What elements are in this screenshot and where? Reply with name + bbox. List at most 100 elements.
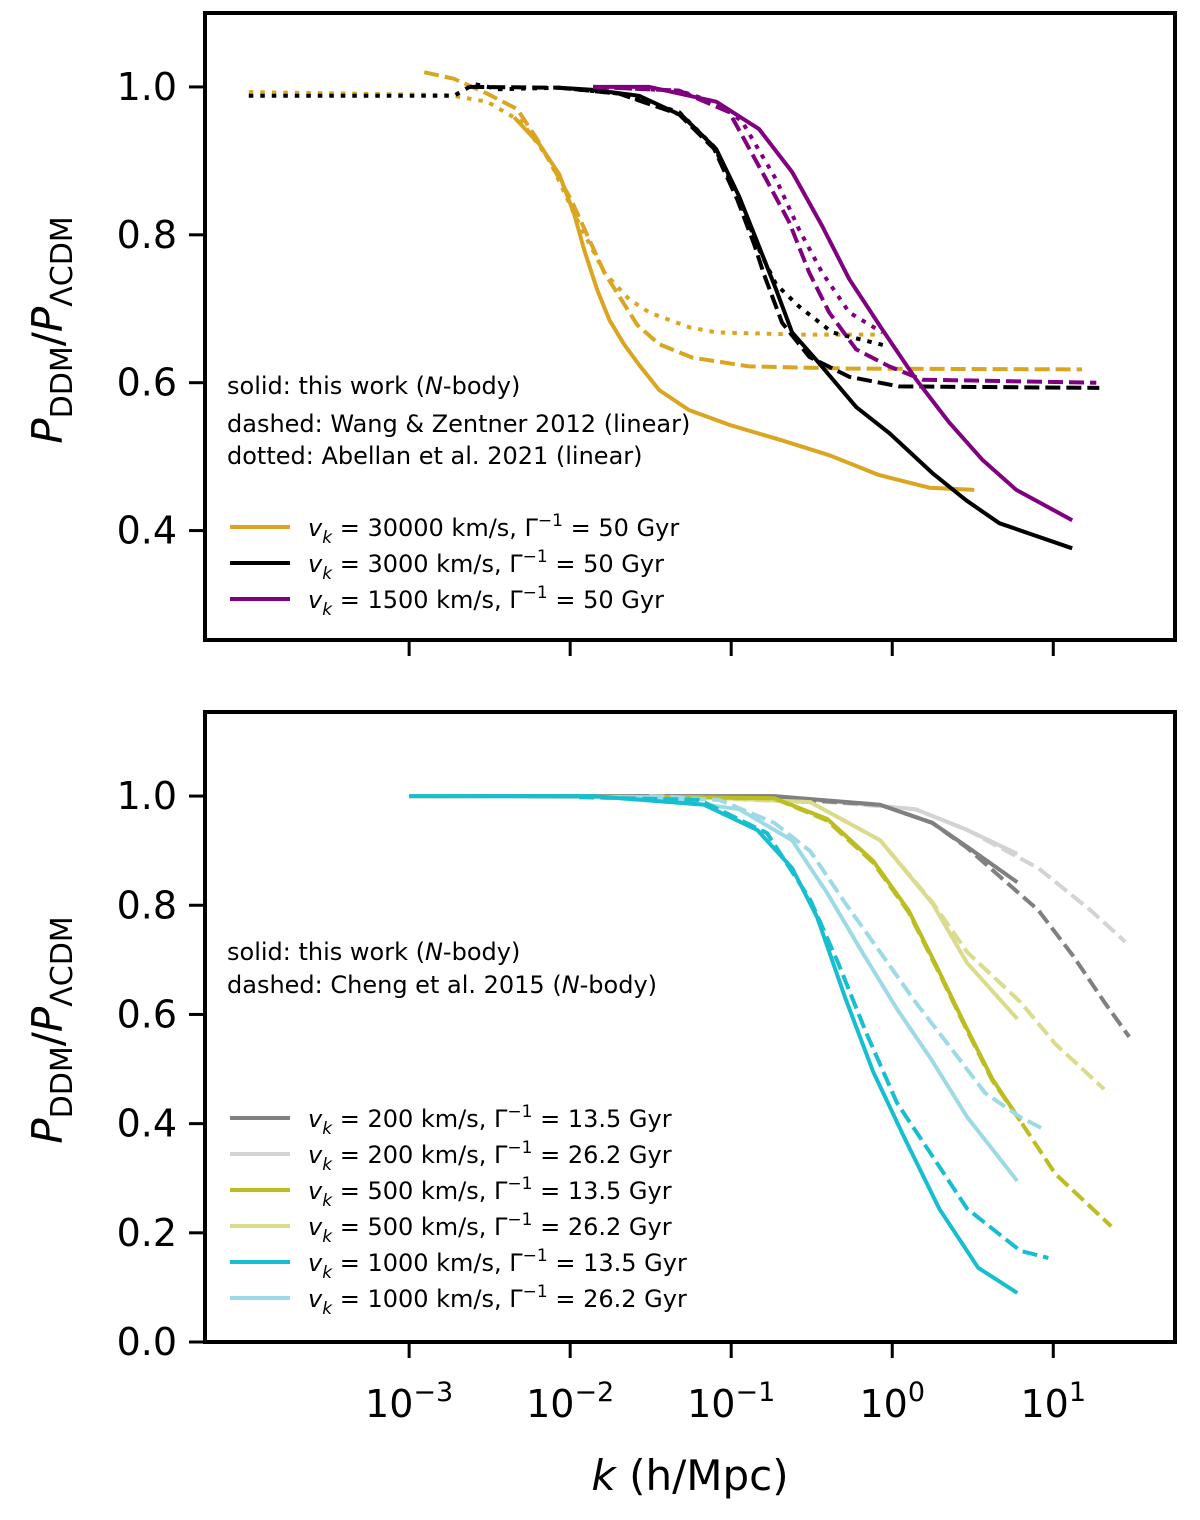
legend-gamma: , Γ <box>509 514 538 542</box>
legend-lifetime-value: 26.2 Gyr <box>583 1285 687 1313</box>
legend-vk-value: 200 km/s <box>367 1141 478 1169</box>
legend-gamma-sup: −1 <box>507 1102 532 1122</box>
legend-v: v <box>308 1105 323 1133</box>
annotation-part: dashed: Cheng et al. 2015 ( <box>227 971 562 999</box>
x-tick-exponent: 0 <box>908 1377 925 1408</box>
y-label-p: P <box>23 1006 72 1032</box>
legend-lifetime-value: 50 Gyr <box>583 586 664 614</box>
legend-v: v <box>308 550 323 578</box>
x-tick-base: 10 <box>687 1382 735 1426</box>
legend-eq: = <box>548 550 583 578</box>
legend-lifetime-value: 50 Gyr <box>583 550 664 578</box>
legend-lifetime-value: 26.2 Gyr <box>568 1213 672 1241</box>
legend-vk-value: 30000 km/s <box>367 514 509 542</box>
series-line-dashed-model-5 <box>649 794 1043 1130</box>
y-label-sub: ΛCDM <box>45 916 80 1006</box>
legend-eq: = <box>548 1285 583 1313</box>
series-line-dashed-model-4 <box>579 795 1049 1260</box>
x-axis-label: k (h/Mpc) <box>591 1451 788 1500</box>
annotation-italic: N <box>425 938 443 966</box>
legend-vk-value: 3000 km/s <box>367 550 494 578</box>
legend-v-sub: k <box>322 1299 333 1319</box>
y-tick-label: 1.0 <box>117 65 177 109</box>
annotation-part: dashed: Wang & Zentner 2012 (linear) <box>227 410 690 438</box>
y-label-p: P <box>23 418 72 444</box>
legend-eq: = <box>563 514 598 542</box>
legend-vk-value: 500 km/s <box>367 1213 478 1241</box>
bottom-panel: 10−3 10−2 10−1 100 1010.00.20.40.60.81.0PDDM… <box>23 710 1177 1426</box>
legend-eq: = <box>532 1177 567 1205</box>
x-tick-label: 100 <box>859 1377 925 1426</box>
legend-eq: = <box>332 586 367 614</box>
series-group <box>248 70 1100 551</box>
annotation-text: solid: this work (N-body) <box>227 938 520 966</box>
annotation-text: solid: this work (N-body) <box>227 372 520 400</box>
x-tick-label: 10−2 <box>526 1377 614 1426</box>
legend-gamma: , Γ <box>479 1141 508 1169</box>
legend-entry: vk = 30000 km/s, Γ−1 = 50 Gyr <box>230 511 679 548</box>
series-line-dashed-model-0 <box>423 70 1083 372</box>
y-tick-label: 0.0 <box>117 1320 177 1364</box>
series-line-dashed-model-2 <box>649 795 1113 1228</box>
series-line-dotted-model-1 <box>248 82 890 349</box>
x-tick-base: 10 <box>1021 1382 1069 1426</box>
series-line-solid-model-4 <box>409 794 1019 1295</box>
legend-label: vk = 500 km/s, Γ−1 = 13.5 Gyr <box>308 1174 672 1211</box>
legend-label: vk = 1000 km/s, Γ−1 = 26.2 Gyr <box>308 1282 687 1319</box>
legend-eq: = <box>332 1105 367 1133</box>
y-label-sub: DDM <box>45 1046 80 1118</box>
legend-vk-value: 500 km/s <box>367 1177 478 1205</box>
x-tick-exponent: −2 <box>574 1377 614 1408</box>
legend-v-sub: k <box>322 1263 333 1283</box>
annotation-text: dashed: Wang & Zentner 2012 (linear) <box>227 410 690 438</box>
y-tick-label: 0.8 <box>117 883 177 927</box>
legend-gamma-sup: −1 <box>507 1138 532 1158</box>
legend-gamma-sup: −1 <box>507 1174 532 1194</box>
annotation-part: -body) <box>443 372 520 400</box>
legend-eq: = <box>532 1213 567 1241</box>
legend-v-sub: k <box>322 1227 333 1247</box>
legend-eq: = <box>332 1285 367 1313</box>
y-label-sub: ΛCDM <box>45 216 80 306</box>
legend-eq: = <box>332 514 367 542</box>
legend-v: v <box>308 514 323 542</box>
legend-entry: vk = 500 km/s, Γ−1 = 26.2 Gyr <box>230 1210 672 1247</box>
legend-v: v <box>308 1213 323 1241</box>
y-tick-label: 0.4 <box>117 509 177 553</box>
legend-label: vk = 30000 km/s, Γ−1 = 50 Gyr <box>308 511 679 548</box>
x-tick-exponent: 1 <box>1069 1377 1086 1408</box>
legend-eq: = <box>532 1105 567 1133</box>
legend-gamma-sup: −1 <box>523 1246 548 1266</box>
legend-eq: = <box>548 1249 583 1277</box>
legend-entry: vk = 1500 km/s, Γ−1 = 50 Gyr <box>230 583 664 620</box>
legend-label: vk = 200 km/s, Γ−1 = 26.2 Gyr <box>308 1138 672 1175</box>
legend-v: v <box>308 1285 323 1313</box>
legend-eq: = <box>332 1249 367 1277</box>
legend-lifetime-value: 26.2 Gyr <box>568 1141 672 1169</box>
legend-eq: = <box>332 1141 367 1169</box>
x-tick-exponent: −1 <box>735 1377 775 1408</box>
legend-vk-value: 200 km/s <box>367 1105 478 1133</box>
annotation-part: solid: this work ( <box>227 938 425 966</box>
x-tick-label: 10−3 <box>365 1377 453 1426</box>
legend-gamma: , Γ <box>479 1177 508 1205</box>
legend-entry: vk = 200 km/s, Γ−1 = 26.2 Gyr <box>230 1138 672 1175</box>
series-line-dashed-model-1 <box>469 84 1100 390</box>
annotation-italic: N <box>562 971 580 999</box>
x-tick-label: 10−1 <box>687 1377 775 1426</box>
legend-lifetime-value: 13.5 Gyr <box>568 1177 672 1205</box>
y-label-p: P <box>23 306 72 332</box>
legend-label: vk = 3000 km/s, Γ−1 = 50 Gyr <box>308 547 664 584</box>
y-tick-label: 0.6 <box>117 361 177 405</box>
x-tick-base: 10 <box>365 1382 413 1426</box>
legend-entry: vk = 1000 km/s, Γ−1 = 26.2 Gyr <box>230 1282 687 1319</box>
legend-lifetime-value: 50 Gyr <box>598 514 679 542</box>
series-line-dotted-model-0 <box>248 90 883 337</box>
legend-v-sub: k <box>322 1119 333 1139</box>
legend-gamma-sup: −1 <box>523 583 548 603</box>
legend-eq: = <box>532 1141 567 1169</box>
annotation-part: -body) <box>580 971 657 999</box>
legend-gamma: , Γ <box>494 550 523 578</box>
y-axis-label: PDDM/PΛCDM <box>23 216 80 443</box>
legend-v-sub: k <box>322 564 333 584</box>
